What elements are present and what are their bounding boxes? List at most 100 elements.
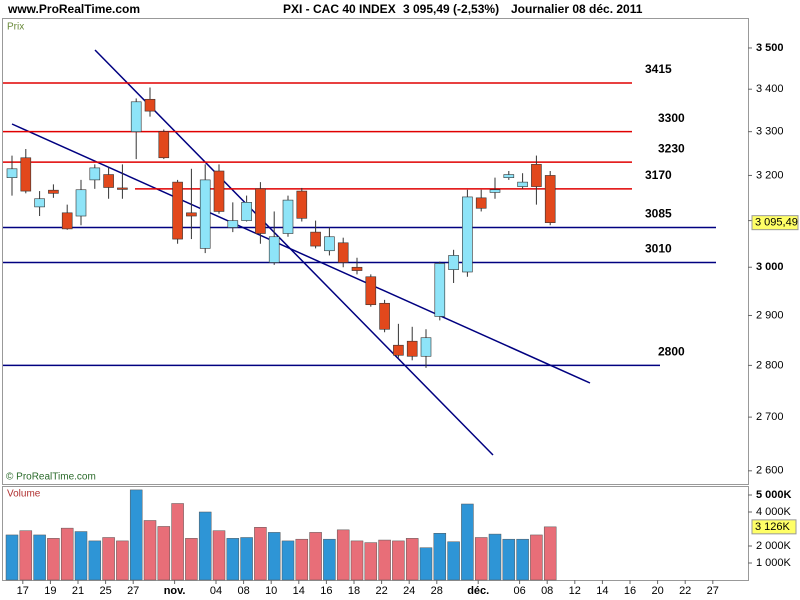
candle-body [89,167,101,181]
candle-body [20,157,32,192]
y-tick-label: 2 700 [756,411,784,423]
volume-bar [129,489,143,581]
x-tick-label: 12 [569,585,581,597]
level-label: 3085 [645,207,672,221]
last-value: 3 126K [755,521,791,533]
panel-label: Prix [7,22,24,33]
volume-bar [212,530,226,581]
x-tick-label: 19 [44,585,56,597]
candle-body [448,255,459,270]
period: Journalier 08 déc. 2011 [511,2,643,16]
candle-body [517,181,528,187]
candle-body [462,196,473,273]
last-value: 3 095,49 [755,217,798,229]
y-tick-label: 3 300 [756,126,784,138]
y-tick-label: 1 000K [756,557,792,569]
volume-bar [461,503,474,581]
volume-bar [116,540,129,581]
volume-bar [543,526,557,581]
x-tick-label: 04 [210,585,222,597]
y-tick-label: 2 000K [756,540,792,552]
volume-bar [392,540,405,581]
candle-body [475,197,487,209]
volume-bar [488,533,502,581]
volume-bar [433,532,447,581]
candle-body [489,189,501,193]
volume-bar [405,538,419,581]
volume-bar [185,538,198,581]
volume-bar [47,538,60,581]
candle-body [255,188,266,234]
volume-bar [516,538,529,581]
x-tick-label: 20 [651,585,663,597]
x-tick-label: 21 [72,585,84,597]
volume-bar [350,540,364,581]
last-value-box [751,519,797,535]
candle-body [199,179,211,249]
panel-label: Volume [7,489,41,500]
x-tick-label: nov. [164,585,186,597]
x-tick-label: 24 [403,585,415,597]
volume-bar [474,537,488,581]
volume-bar [226,538,240,581]
x-tick-label: 18 [348,585,360,597]
y-tick-label: 3 000 [756,261,784,273]
candle-body [310,231,321,247]
candle-body [241,202,252,221]
candle-body [434,263,446,317]
level-label: 2800 [658,345,685,359]
volume-bar [74,531,88,581]
volume-bar [530,534,543,581]
y-tick-label: 2 900 [756,309,784,321]
volume-bar [240,537,253,581]
volume-bar [157,526,171,581]
volume-bar [254,527,267,581]
y-tick-label: 2 600 [756,465,784,477]
x-tick-label: 25 [99,585,111,597]
level-label: 3230 [658,141,685,155]
y-tick-label: 2 800 [756,359,784,371]
candle-body [130,101,142,132]
x-tick-label: 27 [127,585,139,597]
volume-bar [33,534,46,581]
candle-body [144,98,156,112]
x-tick-label: 28 [431,585,443,597]
volume-bar [60,527,74,581]
level-label: 3415 [645,62,672,76]
volume-bar [102,537,115,581]
x-tick-label: 08 [541,585,553,597]
candle-body [296,190,308,219]
candle-body [213,170,225,212]
site: www.ProRealTime.com [7,2,140,16]
candle-body [75,189,87,217]
candle-body [117,187,128,190]
candle-body [61,212,73,230]
candle-body [393,344,404,356]
volume-bar [198,511,212,581]
level-label: 3300 [658,111,685,125]
volume-bar [364,542,378,581]
volume-bar [19,530,33,581]
volume-bar [267,532,281,581]
y-tick-label: 3 400 [756,83,784,95]
candle-body [227,220,239,228]
candle-body [186,212,197,217]
volume-bar [295,538,309,581]
last-value-box [751,215,799,231]
candle-body [503,174,515,178]
candle-body [365,276,377,306]
x-tick-label: 17 [17,585,29,597]
candle-body [531,164,542,187]
candle-body [324,236,335,252]
volume-bar [281,540,295,581]
watermark: © ProRealTime.com [6,472,96,483]
candle-body [282,199,294,234]
candle-body [6,168,18,178]
volume-bar [309,532,322,581]
volume-bar [88,540,102,581]
x-tick-label: 22 [375,585,387,597]
candle-body [268,236,280,263]
